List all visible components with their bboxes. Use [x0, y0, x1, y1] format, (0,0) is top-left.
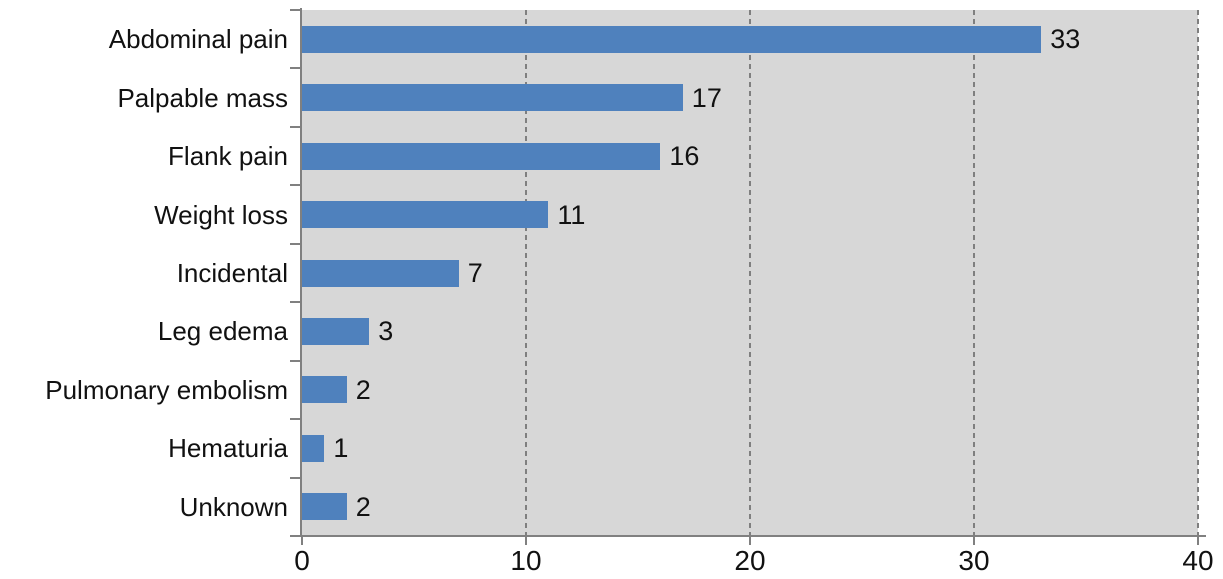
- x-axis-tick: [301, 537, 303, 545]
- bar: [302, 376, 347, 404]
- x-tick-label: 30: [958, 545, 990, 576]
- value-label: 7: [467, 258, 483, 288]
- y-axis-tick: [290, 125, 301, 128]
- x-tick-label: 20: [734, 545, 766, 576]
- category-label: Leg edema: [157, 316, 288, 347]
- y-axis-tick: [290, 9, 301, 11]
- category-label: Unknown: [179, 491, 288, 522]
- y-axis-tick: [290, 418, 301, 421]
- gridline-40: [1197, 10, 1199, 536]
- bar: [302, 317, 370, 345]
- value-label: 2: [355, 491, 371, 522]
- x-tick-label: 10: [510, 545, 542, 576]
- category-label: Weight loss: [154, 199, 288, 230]
- value-label: 11: [557, 199, 586, 230]
- bar: [302, 25, 1042, 53]
- y-axis-tick: [290, 184, 301, 187]
- bar: [302, 434, 325, 462]
- y-axis-tick: [290, 301, 301, 304]
- gridline-30: [973, 10, 975, 536]
- category-label: Abdominal pain: [108, 24, 288, 55]
- bar: [302, 259, 459, 287]
- y-axis-tick: [290, 242, 301, 245]
- y-axis-tick: [290, 67, 301, 70]
- y-axis-tick: [290, 359, 301, 362]
- x-axis-tick: [1197, 537, 1199, 545]
- gridline-10: [525, 10, 527, 536]
- x-tick-label: 0: [294, 545, 310, 576]
- value-label: 3: [378, 316, 394, 347]
- bar: [302, 142, 661, 170]
- y-axis-line: [300, 8, 302, 536]
- value-label: 16: [669, 141, 700, 172]
- x-axis-tick: [973, 537, 975, 545]
- category-label: Palpable mass: [117, 82, 288, 113]
- x-axis-tick: [749, 537, 751, 545]
- value-label: 1: [333, 433, 349, 464]
- category-label: Hematuria: [168, 433, 288, 464]
- category-label: Pulmonary embolism: [45, 374, 288, 405]
- bar: [302, 493, 347, 521]
- bar: [302, 201, 549, 229]
- value-label: 2: [355, 374, 371, 405]
- y-axis-tick: [290, 476, 301, 479]
- value-label: 33: [1050, 24, 1081, 55]
- x-axis-tick: [525, 537, 527, 545]
- category-label: Flank pain: [168, 141, 288, 172]
- x-tick-label: 40: [1182, 545, 1214, 576]
- bar: [302, 84, 683, 112]
- category-label: Incidental: [176, 258, 288, 288]
- gridline-20: [749, 10, 751, 536]
- x-axis-line: [294, 535, 1206, 537]
- value-label: 17: [691, 82, 722, 113]
